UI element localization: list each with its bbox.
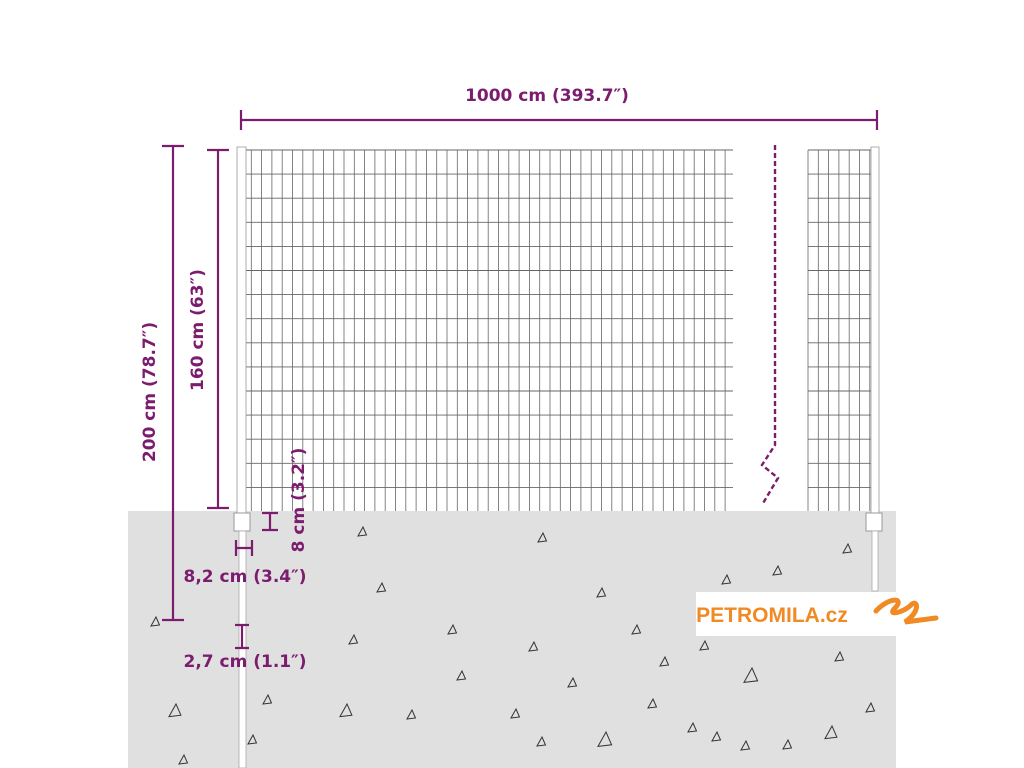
stone	[447, 623, 458, 635]
stone	[743, 666, 759, 684]
gap-line	[262, 511, 278, 532]
post-depth-line	[235, 623, 249, 650]
left-post-ground	[238, 530, 247, 768]
post-width-label: 8,2 cm (3.4″)	[184, 567, 307, 587]
stone	[178, 753, 189, 765]
logo: PETROMILA.cz	[696, 604, 848, 627]
stone	[376, 581, 387, 593]
right-post	[870, 146, 880, 516]
stone	[168, 702, 182, 718]
stone	[631, 623, 642, 635]
post-width-line	[234, 540, 254, 556]
stone	[528, 640, 539, 652]
gap-label: 8 cm (3.2″)	[289, 448, 309, 553]
stone	[348, 633, 359, 645]
stone	[711, 730, 722, 742]
stone	[699, 639, 710, 651]
stone	[357, 525, 368, 537]
stone	[647, 697, 658, 709]
right-post-foot	[865, 512, 883, 532]
left-post-foot	[233, 512, 251, 532]
left-post	[236, 146, 247, 516]
ground	[128, 511, 896, 768]
mesh-height-label: 160 cm (63″)	[188, 269, 208, 391]
stone	[721, 573, 732, 585]
break-line	[760, 145, 780, 506]
stone	[597, 730, 613, 748]
stone	[772, 564, 783, 576]
width-label: 1000 cm (393.7″)	[465, 86, 629, 106]
stone	[510, 707, 521, 719]
stone	[567, 676, 578, 688]
stone	[406, 708, 417, 720]
total-height-label: 200 cm (78.7″)	[140, 322, 160, 462]
ground-stones	[150, 525, 876, 765]
total-height-line	[162, 144, 184, 622]
stone	[782, 738, 793, 750]
stone	[687, 721, 698, 733]
stone	[596, 586, 607, 598]
stone	[824, 724, 838, 740]
fence-mesh	[240, 149, 871, 511]
stone	[150, 615, 161, 627]
stone	[339, 702, 353, 718]
stone	[262, 693, 273, 705]
stone	[834, 650, 845, 662]
stone	[456, 669, 467, 681]
logo-swirl	[873, 597, 939, 625]
mesh-height-line	[207, 148, 229, 510]
stone	[536, 735, 547, 747]
stone	[842, 542, 853, 554]
stone	[865, 701, 876, 713]
logo-box	[696, 592, 922, 636]
right-post-ground	[871, 530, 879, 592]
width-line	[239, 110, 879, 130]
stone	[740, 739, 751, 751]
stone	[247, 733, 258, 745]
post-depth-label: 2,7 cm (1.1″)	[184, 652, 307, 672]
stone	[537, 531, 548, 543]
stone	[659, 655, 670, 667]
